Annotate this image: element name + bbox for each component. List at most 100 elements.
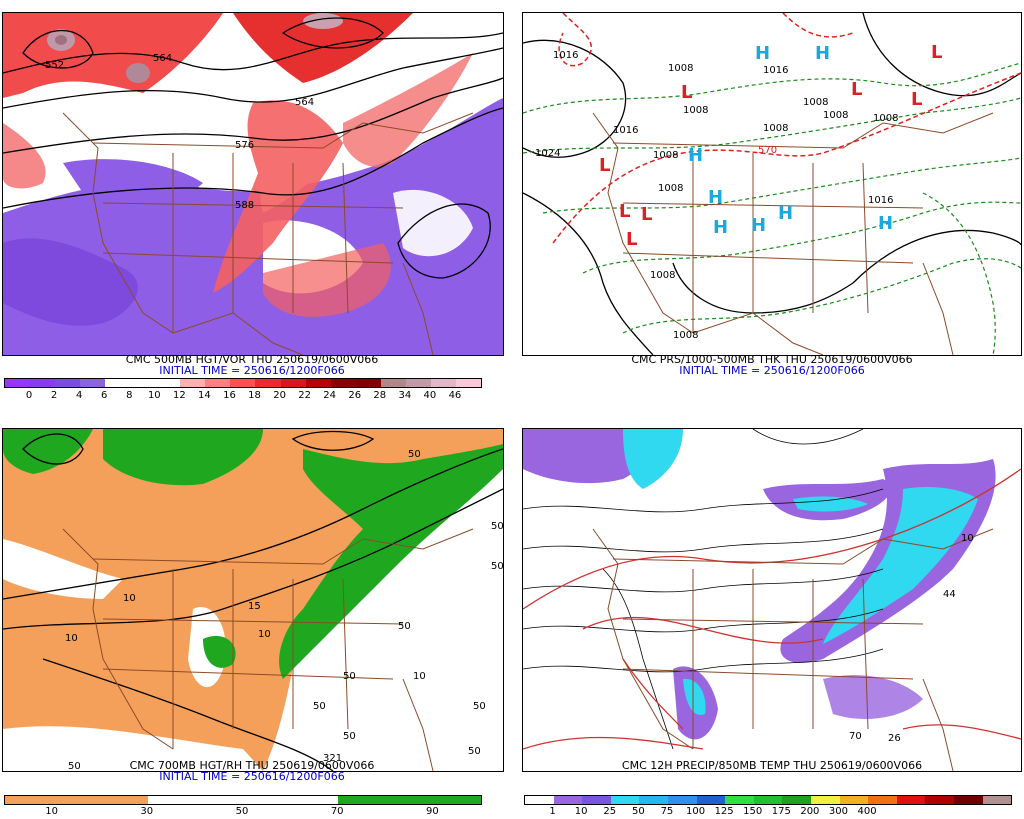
rh-contour-label: 50 bbox=[491, 521, 503, 532]
map-pressure-thickness: 1016 1008 1016 1008 1008 1008 1016 1024 … bbox=[522, 12, 1022, 356]
colorbar-swatch bbox=[405, 379, 431, 387]
panel-caption: CMC PRS/1000-500MB THK THU 250619/0600V0… bbox=[631, 353, 913, 366]
colorbar-tick-label: 22 bbox=[298, 390, 311, 401]
colorbar-swatch bbox=[639, 796, 668, 804]
colorbar-tick-label: 18 bbox=[248, 390, 261, 401]
isobar-label: 1008 bbox=[653, 150, 678, 161]
map-500mb-vorticity: 552 564 564 576 588 bbox=[2, 12, 504, 356]
precip-contour-label: 26 bbox=[888, 733, 901, 744]
colorbar-tick-label: 90 bbox=[426, 806, 439, 817]
colorbar-swatch bbox=[455, 379, 481, 387]
colorbar-tick-label: 100 bbox=[685, 806, 706, 817]
colorbar-tick-label: 40 bbox=[423, 390, 437, 401]
panel-initial-time: INITIAL TIME = 250616/1200F066 bbox=[159, 770, 345, 783]
contour-label: 552 bbox=[45, 60, 64, 71]
low-pressure-marker: L bbox=[626, 229, 637, 250]
isobar-label: 1008 bbox=[803, 97, 828, 108]
colorbar-swatch bbox=[433, 796, 481, 804]
precip-colorbar-labels: 1 10 25 50 75 100 125 150 175 200 300 400 bbox=[524, 806, 1010, 818]
colorbar-tick-label: 20 bbox=[273, 390, 286, 401]
high-pressure-marker: H bbox=[713, 217, 728, 238]
colorbar-tick-label: 300 bbox=[828, 806, 849, 817]
colorbar-swatch bbox=[5, 379, 31, 387]
colorbar-tick-label: 200 bbox=[800, 806, 820, 817]
colorbar-tick-label: 25 bbox=[603, 806, 617, 817]
colorbar-swatch bbox=[753, 796, 783, 804]
panel-initial-time: INITIAL TIME = 250616/1200F066 bbox=[159, 364, 345, 377]
colorbar-tick-label: 125 bbox=[714, 806, 734, 817]
colorbar-swatch bbox=[725, 796, 754, 804]
colorbar-swatch bbox=[290, 796, 339, 804]
colorbar-swatch bbox=[100, 796, 148, 804]
rh-contour-label: 50 bbox=[68, 761, 81, 771]
colorbar-swatch bbox=[896, 796, 926, 804]
rh-contour-label: 50 bbox=[468, 746, 481, 757]
colorbar-swatch bbox=[338, 796, 386, 804]
high-pressure-marker: H bbox=[778, 203, 793, 224]
colorbar-swatch bbox=[810, 796, 840, 804]
colorbar-swatch bbox=[868, 796, 897, 804]
colorbar-tick-label: 175 bbox=[771, 806, 791, 817]
colorbar-tick-label: 0 bbox=[25, 390, 33, 401]
colorbar-swatch bbox=[380, 379, 406, 387]
colorbar-swatch bbox=[147, 796, 196, 804]
colorbar-swatch bbox=[839, 796, 869, 804]
colorbar-tick-label: 75 bbox=[660, 806, 674, 817]
colorbar-swatch bbox=[55, 379, 81, 387]
colorbar-tick-label: 1 bbox=[549, 806, 556, 817]
colorbar-swatch bbox=[925, 796, 954, 804]
high-pressure-marker: H bbox=[708, 187, 723, 208]
colorbar-tick-label: 14 bbox=[198, 390, 211, 401]
colorbar-swatch bbox=[30, 379, 56, 387]
vorticity-colorbar bbox=[4, 378, 482, 388]
colorbar-swatch bbox=[230, 379, 256, 387]
colorbar-swatch bbox=[430, 379, 456, 387]
contour-label: 564 bbox=[295, 97, 314, 108]
colorbar-swatch bbox=[305, 379, 331, 387]
colorbar-swatch bbox=[782, 796, 811, 804]
rh-contour-label: 10 bbox=[65, 633, 78, 644]
colorbar-tick-label: 2 bbox=[50, 390, 58, 401]
colorbar-tick-label: 12 bbox=[172, 390, 186, 401]
colorbar-tick-label: 10 bbox=[574, 806, 588, 817]
colorbar-tick-label: 46 bbox=[448, 390, 462, 401]
colorbar-tick-label: 8 bbox=[126, 390, 133, 401]
vorticity-map-graphic: 552 564 564 576 588 bbox=[3, 13, 503, 355]
rh-contour-label: 50 bbox=[398, 621, 411, 632]
high-pressure-marker: H bbox=[751, 215, 766, 236]
colorbar-swatch bbox=[155, 379, 181, 387]
map-700mb-rh: 50 50 10 10 15 10 50 50 50 10 50 50 321 … bbox=[2, 428, 504, 772]
colorbar-tick-label: 16 bbox=[223, 390, 236, 401]
colorbar-tick-label: 10 bbox=[45, 806, 58, 817]
isobar-label: 1008 bbox=[668, 63, 693, 74]
colorbar-tick-label: 24 bbox=[323, 390, 337, 401]
colorbar-tick-label: 4 bbox=[75, 390, 83, 401]
isobar-label: 1016 bbox=[553, 50, 578, 61]
colorbar-swatch bbox=[255, 379, 281, 387]
high-pressure-marker: H bbox=[688, 145, 703, 166]
panel-caption: CMC 500MB HGT/VOR THU 250619/0600V066 bbox=[125, 353, 379, 366]
panel-caption: CMC 700MB HGT/RH THU 250619/0600V066 bbox=[129, 759, 375, 772]
low-pressure-marker: L bbox=[931, 42, 942, 63]
colorbar-swatch bbox=[667, 796, 697, 804]
panel-700mb-rh: 50 50 10 10 15 10 50 50 50 10 50 50 321 … bbox=[0, 416, 504, 819]
colorbar-swatch bbox=[330, 379, 356, 387]
colorbar-swatch bbox=[696, 796, 726, 804]
rh-colorbar-labels: 10 30 50 70 90 bbox=[4, 806, 480, 818]
colorbar-swatch bbox=[610, 796, 640, 804]
colorbar-swatch bbox=[5, 796, 53, 804]
colorbar-tick-label: 150 bbox=[743, 806, 763, 817]
isobar-label: 1016 bbox=[613, 125, 638, 136]
pressure-map-graphic: 1016 1008 1016 1008 1008 1008 1016 1024 … bbox=[523, 13, 1021, 355]
colorbar-swatch bbox=[280, 379, 306, 387]
low-pressure-marker: L bbox=[681, 82, 692, 103]
isobar-label: 1008 bbox=[823, 110, 848, 121]
colorbar-swatch bbox=[130, 379, 156, 387]
low-pressure-marker: L bbox=[599, 155, 610, 176]
rh-contour-label: 50 bbox=[491, 561, 503, 572]
precip-contour-label: 10 bbox=[961, 533, 974, 544]
colorbar-swatch bbox=[525, 796, 554, 804]
colorbar-swatch bbox=[553, 796, 583, 804]
high-pressure-marker: H bbox=[755, 43, 770, 64]
colorbar-tick-label: 30 bbox=[140, 806, 154, 817]
